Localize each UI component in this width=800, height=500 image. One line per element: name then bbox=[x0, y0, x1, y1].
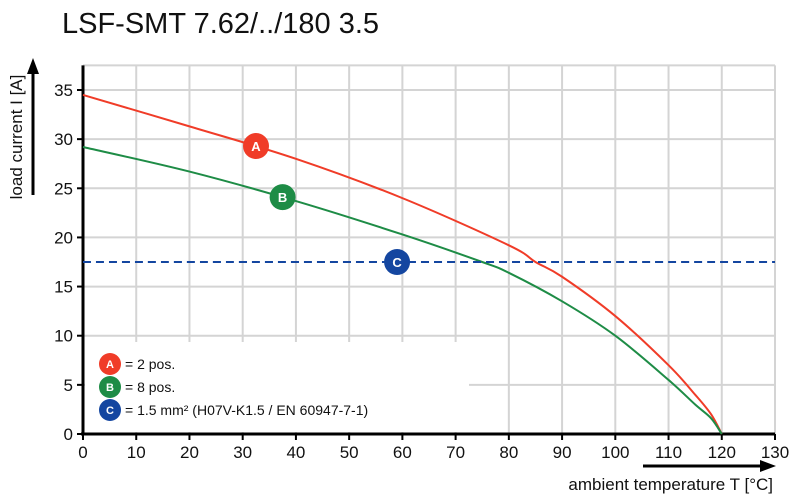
legend-marker-B: B bbox=[99, 376, 121, 398]
marker-B-letter: B bbox=[278, 190, 287, 205]
legend-background bbox=[85, 342, 469, 432]
x-tick-label: 60 bbox=[393, 443, 412, 462]
x-tick-label: 100 bbox=[601, 443, 629, 462]
marker-A-circle bbox=[243, 133, 269, 160]
x-tick-label: 20 bbox=[180, 443, 199, 462]
y-tick-label: 15 bbox=[54, 278, 73, 297]
marker-C-circle bbox=[384, 249, 411, 275]
chart-title: LSF-SMT 7.62/../180 3.5 bbox=[62, 8, 380, 40]
x-tick-label: 30 bbox=[233, 443, 252, 462]
legend-marker-C-circle bbox=[99, 399, 121, 421]
y-tick-label: 20 bbox=[54, 228, 73, 247]
x-tick-label: 110 bbox=[655, 443, 682, 462]
y-axis-arrowhead bbox=[27, 58, 39, 74]
marker-C-letter: C bbox=[392, 255, 402, 270]
y-tick-label: 0 bbox=[64, 425, 73, 444]
legend-marker-A: A bbox=[99, 353, 121, 375]
legend-marker-A-letter: A bbox=[106, 359, 114, 371]
x-tick-label: 10 bbox=[127, 443, 146, 462]
series-line-B bbox=[82, 146, 723, 435]
x-axis-arrowhead bbox=[760, 460, 776, 472]
legend-marker-C: C bbox=[99, 399, 121, 421]
marker-A: A bbox=[243, 133, 269, 160]
legend-marker-B-letter: B bbox=[106, 382, 114, 394]
y-tick-label: 30 bbox=[54, 130, 73, 149]
marker-B: B bbox=[269, 184, 296, 211]
legend-marker-B-circle bbox=[99, 376, 121, 398]
legend-marker-A-circle bbox=[99, 353, 121, 375]
legend-text-C: = 1.5 mm² (H07V-K1.5 / EN 60947-7-1) bbox=[125, 402, 368, 418]
x-tick-label: 0 bbox=[78, 443, 87, 462]
legend-text-B: = 8 pos. bbox=[125, 379, 175, 395]
legend-marker-C-letter: C bbox=[106, 405, 114, 417]
x-axis-label: ambient temperature T [°C] bbox=[568, 475, 773, 494]
x-tick-label: 80 bbox=[499, 443, 518, 462]
x-tick-label: 70 bbox=[446, 443, 465, 462]
x-tick-label: 90 bbox=[553, 443, 572, 462]
x-tick-label: 130 bbox=[761, 443, 789, 462]
y-tick-label: 25 bbox=[54, 179, 73, 198]
marker-B-circle bbox=[269, 184, 296, 211]
legend-text-A: = 2 pos. bbox=[125, 356, 175, 372]
marker-C: C bbox=[384, 249, 411, 275]
y-tick-label: 5 bbox=[64, 376, 73, 395]
x-tick-label: 120 bbox=[708, 443, 736, 462]
x-tick-label: 50 bbox=[340, 443, 359, 462]
x-tick-label: 40 bbox=[286, 443, 305, 462]
marker-A-letter: A bbox=[251, 139, 261, 154]
y-tick-label: 35 bbox=[54, 81, 73, 100]
y-axis-label: load current I [A] bbox=[7, 75, 26, 200]
y-tick-label: 10 bbox=[54, 327, 73, 346]
